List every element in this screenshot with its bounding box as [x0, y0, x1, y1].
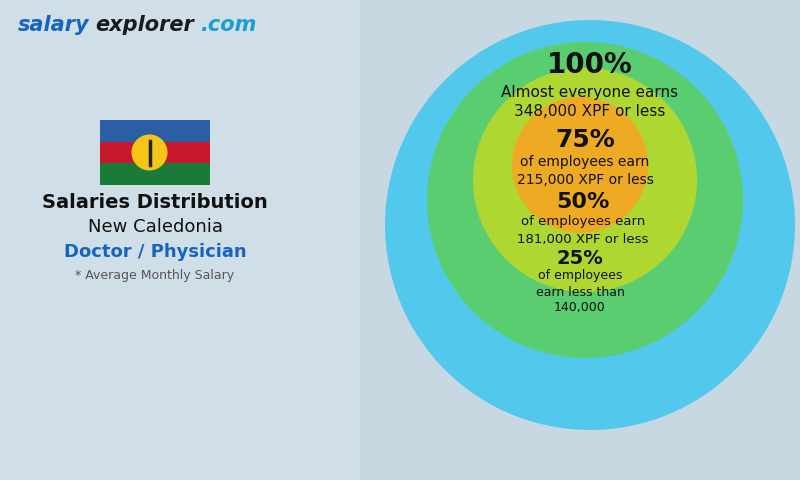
Bar: [100, 120, 210, 142]
Text: salary: salary: [18, 15, 90, 35]
Text: 100%: 100%: [547, 51, 633, 79]
Text: 181,000 XPF or less: 181,000 XPF or less: [518, 233, 649, 247]
Text: * Average Monthly Salary: * Average Monthly Salary: [75, 268, 234, 281]
Text: 50%: 50%: [556, 192, 610, 212]
Circle shape: [473, 68, 697, 292]
Text: .com: .com: [200, 15, 256, 35]
Bar: [100, 163, 210, 185]
Bar: [0, 0, 360, 480]
Text: earn less than: earn less than: [535, 286, 625, 299]
Text: Almost everyone earns: Almost everyone earns: [502, 84, 678, 99]
Text: explorer: explorer: [95, 15, 194, 35]
Text: 75%: 75%: [555, 128, 615, 152]
Text: Doctor / Physician: Doctor / Physician: [64, 243, 246, 261]
Circle shape: [512, 97, 648, 233]
Text: of employees earn: of employees earn: [520, 155, 650, 169]
Text: 25%: 25%: [557, 249, 603, 267]
Bar: [100, 142, 210, 163]
Circle shape: [385, 20, 795, 430]
Text: 215,000 XPF or less: 215,000 XPF or less: [517, 173, 654, 187]
Circle shape: [427, 42, 743, 358]
Circle shape: [131, 134, 167, 170]
Text: 348,000 XPF or less: 348,000 XPF or less: [514, 105, 666, 120]
Text: 140,000: 140,000: [554, 300, 606, 313]
Text: Salaries Distribution: Salaries Distribution: [42, 192, 268, 212]
Text: of employees: of employees: [538, 269, 622, 283]
Text: of employees earn: of employees earn: [521, 216, 645, 228]
Text: New Caledonia: New Caledonia: [87, 218, 222, 236]
